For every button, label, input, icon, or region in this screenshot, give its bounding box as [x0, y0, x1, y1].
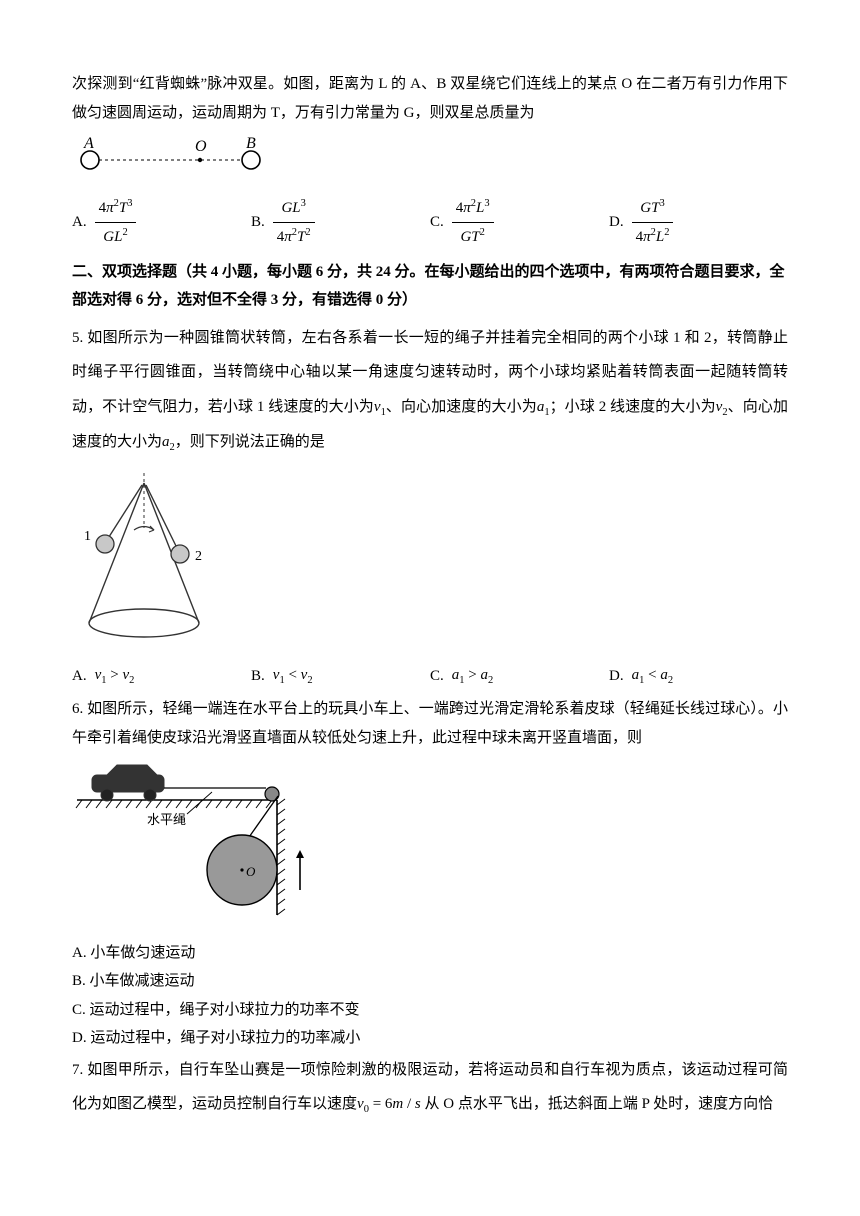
q6-fig-rope-label: 水平绳: [147, 812, 186, 827]
q5-text: 5. 如图所示为一种圆锥筒状转筒，左右各系着一长一短的绳子并挂着完全相同的两个小…: [72, 321, 788, 460]
q4-option-c: C. 4π2L3GT2: [430, 194, 609, 252]
q6-fig-o-label: O: [246, 864, 256, 879]
q6-text: 6. 如图所示，轻绳一端连在水平台上的玩具小车上、一端跨过光滑定滑轮系着皮球（轻…: [72, 695, 788, 752]
q4-option-a: A. 4π2T3GL2: [72, 194, 251, 252]
q5-option-a: A. v1 > v2: [72, 661, 251, 691]
q5-figure: 1 2: [72, 468, 788, 654]
q6-option-a: A. 小车做匀速运动: [72, 939, 788, 968]
q4-options: A. 4π2T3GL2 B. GL34π2T2 C. 4π2L3GT2 D. G…: [72, 194, 788, 252]
q4-option-d: D. GT34π2L2: [609, 194, 788, 252]
q5-options: A. v1 > v2 B. v1 < v2 C. a1 > a2 D. a1 <…: [72, 661, 788, 691]
q5-option-d: D. a1 < a2: [609, 661, 788, 691]
q4-figure: A O B: [72, 135, 788, 186]
car-icon: [92, 765, 164, 801]
q6-option-d: D. 运动过程中，绳子对小球拉力的功率减小: [72, 1024, 788, 1053]
q4-fig-label-a: A: [83, 135, 94, 152]
q7-text: 7. 如图甲所示，自行车坠山赛是一项惊险刺激的极限运动，若将运动员和自行车视为质…: [72, 1053, 788, 1123]
q6-option-c: C. 运动过程中，绳子对小球拉力的功率不变: [72, 996, 788, 1025]
q4-option-b: B. GL34π2T2: [251, 194, 430, 252]
q5-option-b: B. v1 < v2: [251, 661, 430, 691]
q4-fig-label-b: B: [246, 135, 256, 152]
q5-fig-label-2: 2: [195, 549, 202, 564]
q6-figure: 水平绳 O: [72, 760, 788, 931]
q4-continued-text: 次探测到“红背蜘蛛”脉冲双星。如图，距离为 L 的 A、B 双星绕它们连线上的某…: [72, 70, 788, 127]
q5-option-c: C. a1 > a2: [430, 661, 609, 691]
q6-options: A. 小车做匀速运动 B. 小车做减速运动 C. 运动过程中，绳子对小球拉力的功…: [72, 939, 788, 1053]
q4-fig-label-o: O: [195, 138, 207, 155]
q6-option-b: B. 小车做减速运动: [72, 967, 788, 996]
q5-fig-label-1: 1: [84, 529, 91, 544]
section2-header: 二、双项选择题（共 4 小题，每小题 6 分，共 24 分。在每小题给出的四个选…: [72, 258, 788, 315]
